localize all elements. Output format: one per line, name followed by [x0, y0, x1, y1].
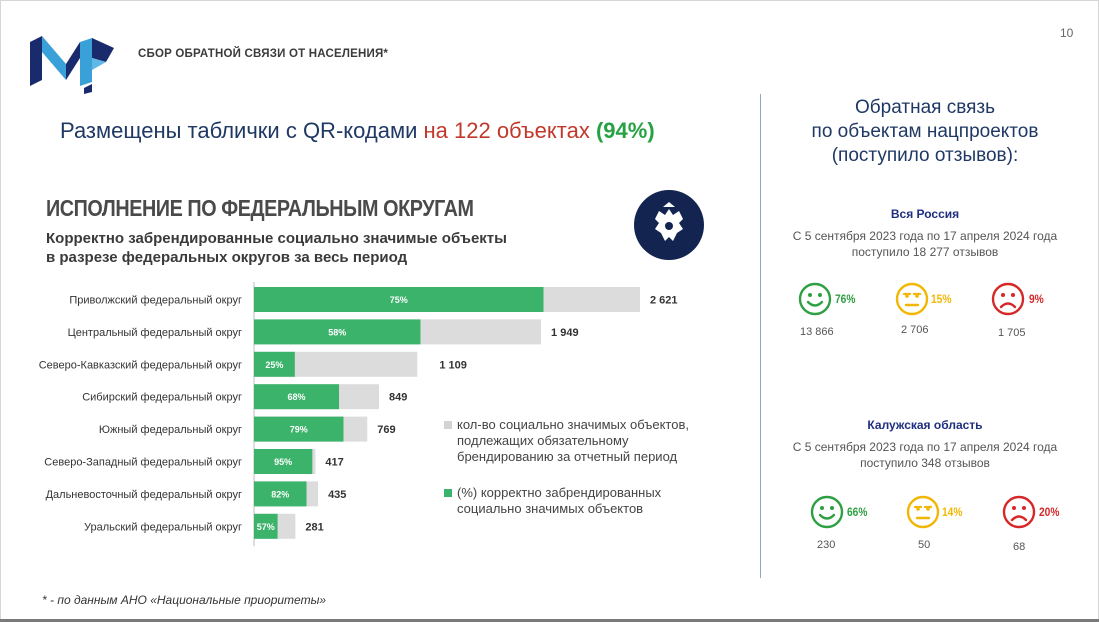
headline-part1: Размещены таблички с QR-кодами [60, 118, 424, 143]
region-block-russia: Вся Россия С 5 сентября 2023 года по 17 … [770, 207, 1080, 260]
percent-label: 95% [274, 457, 292, 467]
percent-bar [254, 351, 295, 377]
percent-bar [254, 287, 544, 312]
neutral-face-icon [895, 282, 929, 316]
percent-label: 82% [271, 489, 289, 499]
percent-bar [254, 481, 307, 507]
chart-subtitle-line1: Корректно забрендированные социально зна… [46, 230, 507, 247]
headline-part3: (94%) [595, 118, 655, 143]
logo-icon [30, 36, 114, 94]
region-desc-line2: поступило 348 отзывов [860, 456, 990, 470]
percent-value: 14% [942, 505, 963, 519]
region-desc-line1: С 5 сентября 2023 года по 17 апреля 2024… [792, 440, 1058, 454]
percent-bar [254, 449, 313, 474]
total-label: 1 949 [551, 327, 579, 339]
total-label: 281 [305, 521, 323, 533]
category-label: Северо-Кавказский федеральный округ [39, 359, 242, 371]
emblem-icon [634, 190, 704, 260]
positive-face-icon [810, 495, 844, 529]
total-label: 769 [377, 424, 395, 436]
count-value: 2 706 [901, 324, 929, 336]
negative-face-icon [1002, 495, 1036, 529]
percent-value: 66% [847, 505, 868, 519]
bar-chart: Приволжский федеральный округ 75% 2 621 Цен… [39, 282, 678, 547]
percent-label: 57% [257, 522, 275, 532]
region-description: С 5 сентября 2023 года по 17 апреля 2024… [770, 228, 1080, 260]
bottom-border [0, 619, 1099, 622]
category-label: Приволжский федеральный округ [69, 295, 242, 307]
legend-text-percent: (%) корректно забрендированных социально… [457, 485, 662, 516]
region-name: Калужская область [867, 418, 983, 432]
feedback-title-line3: (поступило отзывов): [831, 145, 1019, 166]
total-label: 849 [389, 392, 407, 404]
percent-bar [254, 513, 278, 539]
count-value: 68 [1013, 541, 1026, 553]
legend-text-total: кол-во социально значимых объектов, подл… [457, 417, 689, 464]
count-value: 230 [817, 539, 836, 551]
percent-bar [254, 384, 340, 410]
legend-swatch-percent [444, 489, 452, 497]
percent-value: 76% [835, 292, 856, 306]
category-label: Уральский федеральный округ [84, 521, 242, 533]
total-label: 2 621 [650, 295, 678, 307]
total-label: 417 [325, 457, 343, 469]
feedback-title: Обратная связь по объектам нацпроектов (… [770, 96, 1080, 168]
footnote: * - по данным АНО «Национальные приорите… [42, 593, 327, 607]
page-number: 10 [1060, 26, 1074, 40]
percent-bar [254, 416, 344, 442]
category-label: Центральный федеральный округ [68, 327, 242, 339]
legend-item-percent: (%) корректно забрендированных социально… [444, 485, 722, 517]
percent-label: 75% [390, 295, 408, 305]
legend-item-total: кол-во социально значимых объектов, подл… [444, 417, 722, 465]
header-title: СБОР ОБРАТНОЙ СВЯЗИ ОТ НАСЕЛЕНИЯ* [138, 48, 389, 60]
headline: Размещены таблички с QR-кодами на 122 об… [60, 118, 655, 144]
total-label: 1 109 [439, 359, 467, 371]
headline-part2: на 122 объектах [423, 118, 596, 143]
percent-label: 68% [288, 392, 306, 402]
category-label: Дальневосточный федеральный округ [46, 489, 242, 501]
chart-subtitle-line2: в разрезе федеральных округов за весь пе… [46, 249, 408, 266]
category-label: Северо-Западный федеральный округ [44, 457, 242, 469]
feedback-title-line1: Обратная связь [855, 97, 995, 118]
positive-face-icon [798, 282, 832, 316]
percent-value: 15% [931, 292, 952, 306]
neutral-face-icon [906, 495, 940, 529]
percent-label: 58% [328, 327, 346, 337]
percent-label: 25% [265, 360, 283, 370]
percent-bar [254, 319, 421, 345]
chart-subtitle: Корректно забрендированные социально зна… [46, 229, 507, 267]
percent-value: 9% [1029, 292, 1044, 306]
chart-legend: кол-во социально значимых объектов, подл… [444, 417, 722, 537]
region-block-kaluga: Калужская область С 5 сентября 2023 года… [770, 418, 1080, 471]
vertical-divider [760, 94, 761, 578]
category-label: Южный федеральный округ [99, 424, 242, 436]
legend-swatch-total [444, 421, 452, 429]
count-value: 1 705 [998, 327, 1026, 339]
count-value: 50 [918, 539, 931, 551]
region-description: С 5 сентября 2023 года по 17 апреля 2024… [770, 439, 1080, 471]
count-value: 13 866 [800, 326, 834, 338]
chart-title: ИСПОЛНЕНИЕ ПО ФЕДЕРАЛЬНЫМ ОКРУГАМ [46, 195, 474, 221]
region-desc-line2: поступило 18 277 отзывов [851, 245, 999, 259]
percent-label: 79% [290, 425, 308, 435]
feedback-title-line2: по объектам нацпроектов [811, 121, 1039, 142]
negative-face-icon [991, 282, 1025, 316]
category-label: Сибирский федеральный округ [82, 392, 242, 404]
total-label: 435 [328, 489, 346, 501]
percent-value: 20% [1039, 505, 1060, 519]
region-desc-line1: С 5 сентября 2023 года по 17 апреля 2024… [792, 229, 1058, 243]
region-name: Вся Россия [890, 207, 960, 221]
